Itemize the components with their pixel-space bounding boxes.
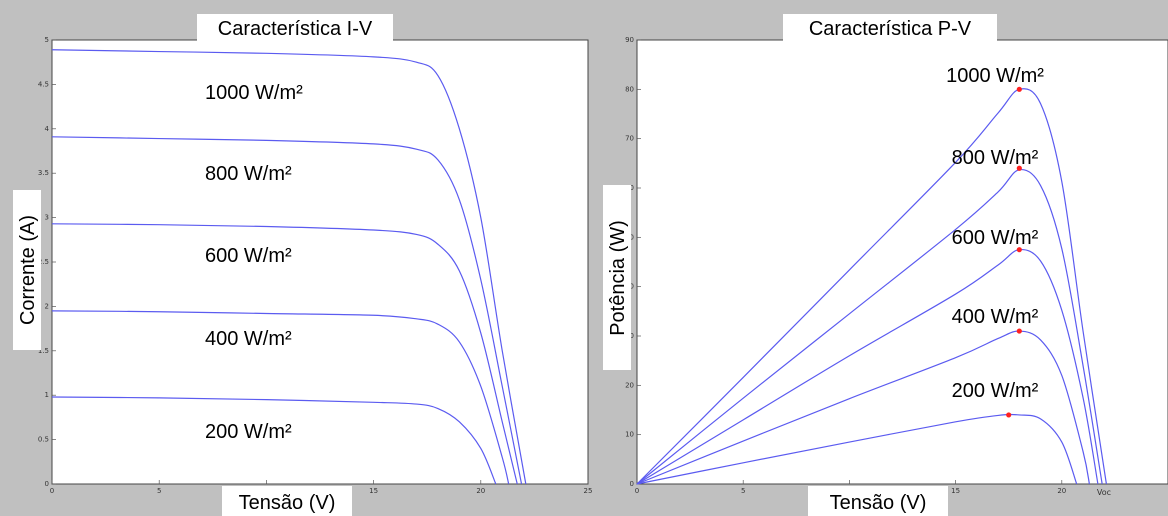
iv-y-tick-label: 2 bbox=[45, 302, 49, 310]
pv-series-label: 200 W/m² bbox=[952, 380, 1039, 402]
iv-y-tick-label: 4.5 bbox=[38, 80, 49, 88]
pv-ylabel-box bbox=[603, 185, 631, 370]
iv-series-line bbox=[51, 396, 497, 485]
pv-mpp-points bbox=[1006, 86, 1022, 418]
iv-chart-title: Característica I-V bbox=[218, 18, 373, 40]
pv-title-box bbox=[783, 14, 997, 42]
pv-mpp-point bbox=[1016, 86, 1022, 92]
iv-series-label: 600 W/m² bbox=[205, 245, 292, 267]
iv-y-axis-label: Corrente (A) bbox=[17, 215, 39, 325]
pv-mpp-point bbox=[1016, 165, 1022, 171]
pv-voc-annotation: Voc bbox=[1097, 488, 1111, 497]
pv-mpp-point bbox=[1016, 328, 1022, 334]
pv-series-label: 1000 W/m² bbox=[946, 65, 1044, 87]
iv-ylabel-box bbox=[13, 190, 41, 350]
pv-x-tick-label: 15 bbox=[951, 487, 960, 495]
iv-series-line bbox=[51, 310, 510, 485]
iv-xlabel-box bbox=[222, 486, 352, 516]
pv-y-tick-label: 70 bbox=[625, 135, 634, 143]
pv-x-tick-label: 5 bbox=[741, 487, 745, 495]
pv-lines bbox=[636, 88, 1107, 485]
iv-x-tick-label: 25 bbox=[584, 487, 593, 495]
pv-series-label: 400 W/m² bbox=[952, 306, 1039, 328]
iv-series-line bbox=[51, 136, 523, 485]
iv-series-line bbox=[51, 223, 518, 485]
pv-chart-title: Característica P-V bbox=[809, 18, 972, 40]
pv-series-line bbox=[636, 413, 1078, 485]
iv-x-tick-label: 15 bbox=[369, 487, 378, 495]
iv-series-label: 400 W/m² bbox=[205, 328, 292, 350]
pv-series-line bbox=[636, 88, 1107, 485]
iv-series-labels: 1000 W/m² 800 W/m² 600 W/m² 400 W/m² 200 W/m… bbox=[205, 82, 303, 443]
pv-series-label: 800 W/m² bbox=[952, 147, 1039, 169]
pv-y-tick-label: 10 bbox=[625, 431, 634, 439]
pv-y-tick-label: 90 bbox=[625, 36, 634, 44]
iv-y-tick-label: 5 bbox=[45, 36, 49, 44]
iv-x-tick-label: 20 bbox=[476, 487, 485, 495]
iv-plot-area bbox=[51, 39, 589, 485]
pv-y-tick-label: 0 bbox=[630, 480, 634, 488]
iv-y-tick-label: 2.5 bbox=[38, 258, 49, 266]
iv-y-tick-label: 1.5 bbox=[38, 347, 49, 355]
iv-y-tick-label: 0 bbox=[45, 480, 49, 488]
pv-series-line bbox=[636, 168, 1103, 485]
iv-series-line bbox=[51, 49, 527, 485]
iv-x-tick-label: 0 bbox=[50, 487, 54, 495]
pv-mpp-point bbox=[1016, 247, 1022, 253]
iv-series-label: 800 W/m² bbox=[205, 163, 292, 185]
pv-series-line bbox=[636, 248, 1099, 485]
pv-y-tick-label: 20 bbox=[625, 381, 634, 389]
pv-x-axis-label: Tensão (V) bbox=[830, 492, 927, 514]
iv-y-tick-label: 0.5 bbox=[38, 436, 49, 444]
pv-series-line bbox=[636, 330, 1090, 485]
pv-xlabel-box bbox=[808, 486, 948, 516]
pv-chart: 051015200102030405060708090 1000 W/m²800… bbox=[603, 14, 1168, 516]
iv-y-tick-label: 3 bbox=[45, 214, 49, 222]
pv-mpp-point bbox=[1006, 412, 1012, 418]
iv-series-label: 1000 W/m² bbox=[205, 82, 303, 104]
iv-lines bbox=[51, 49, 527, 485]
pv-x-tick-label: 0 bbox=[635, 487, 639, 495]
iv-y-tick-label: 4 bbox=[45, 125, 50, 133]
iv-chart: 051015202500.511.522.533.544.55 1000 W/m… bbox=[13, 14, 592, 516]
iv-y-tick-label: 1 bbox=[45, 391, 49, 399]
iv-title-box bbox=[197, 14, 393, 42]
pv-plot-area bbox=[636, 39, 1168, 485]
pv-series-labels: 1000 W/m² 800 W/m² 600 W/m² 400 W/m² 200 W/m… bbox=[946, 65, 1044, 402]
iv-series-label: 200 W/m² bbox=[205, 421, 292, 443]
iv-x-axis-label: Tensão (V) bbox=[239, 492, 336, 514]
pv-series-label: 600 W/m² bbox=[952, 227, 1039, 249]
pv-y-tick-label: 80 bbox=[625, 85, 634, 93]
pv-x-tick-label: 20 bbox=[1057, 487, 1066, 495]
iv-x-tick-label: 5 bbox=[157, 487, 161, 495]
iv-y-tick-label: 3.5 bbox=[38, 169, 49, 177]
pv-y-axis-label: Potência (W) bbox=[607, 220, 629, 336]
